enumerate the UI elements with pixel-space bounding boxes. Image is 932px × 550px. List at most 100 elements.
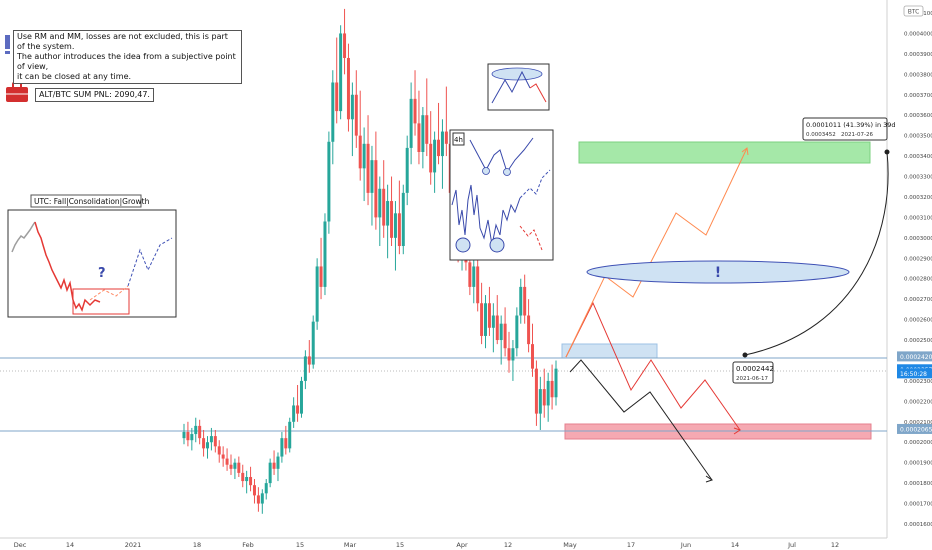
candle[interactable] xyxy=(307,340,311,373)
candle[interactable] xyxy=(484,295,488,349)
candle[interactable] xyxy=(319,237,323,300)
candle[interactable] xyxy=(346,43,350,132)
candle[interactable] xyxy=(546,372,550,422)
candle[interactable] xyxy=(386,184,390,259)
candle[interactable] xyxy=(397,180,401,255)
candle[interactable] xyxy=(503,307,507,357)
candle[interactable] xyxy=(311,315,315,369)
candle[interactable] xyxy=(213,429,217,453)
candle[interactable] xyxy=(292,397,296,428)
candle[interactable] xyxy=(190,427,194,451)
candle[interactable] xyxy=(480,282,484,345)
candle[interactable] xyxy=(409,82,413,165)
candle[interactable] xyxy=(413,70,417,136)
candle[interactable] xyxy=(264,479,268,500)
candlestick-series[interactable] xyxy=(182,8,558,514)
candle[interactable] xyxy=(280,432,284,463)
entry-zone[interactable] xyxy=(561,343,658,359)
candle[interactable] xyxy=(366,115,370,206)
candle[interactable] xyxy=(252,479,256,504)
candle[interactable] xyxy=(288,417,292,453)
pattern-inset-4h[interactable]: 4h xyxy=(449,129,554,261)
candle[interactable] xyxy=(550,364,554,410)
price-axis[interactable] xyxy=(887,0,932,550)
candle[interactable] xyxy=(186,421,190,447)
candle[interactable] xyxy=(358,90,362,181)
candle[interactable] xyxy=(515,307,519,357)
candle[interactable] xyxy=(429,111,433,185)
candle[interactable] xyxy=(209,427,213,451)
candle[interactable] xyxy=(229,454,233,475)
measure-start-dot[interactable] xyxy=(742,352,748,358)
candle[interactable] xyxy=(507,331,511,373)
target-zone[interactable] xyxy=(578,141,871,164)
candle[interactable] xyxy=(182,423,186,445)
candle[interactable] xyxy=(531,323,535,377)
candle[interactable] xyxy=(390,176,394,247)
utc-inset[interactable]: ? xyxy=(7,209,177,318)
candle[interactable] xyxy=(378,176,382,247)
candle[interactable] xyxy=(354,70,358,148)
candle[interactable] xyxy=(542,368,546,418)
candle[interactable] xyxy=(440,119,444,189)
candle[interactable] xyxy=(511,340,515,381)
candle[interactable] xyxy=(405,135,409,206)
candle[interactable] xyxy=(260,489,264,514)
candle[interactable] xyxy=(323,213,327,296)
candle[interactable] xyxy=(425,78,429,157)
deep-bearish-scenario-path[interactable] xyxy=(569,359,713,481)
candle[interactable] xyxy=(382,160,386,238)
candle[interactable] xyxy=(472,258,476,304)
candle[interactable] xyxy=(205,436,209,459)
candle[interactable] xyxy=(401,184,405,255)
key-ellipse[interactable] xyxy=(586,260,850,284)
candle[interactable] xyxy=(249,466,253,492)
candle[interactable] xyxy=(241,464,245,488)
candle[interactable] xyxy=(538,376,542,430)
candle[interactable] xyxy=(374,131,378,230)
symbol-badge[interactable]: BTC xyxy=(903,5,924,17)
candle[interactable] xyxy=(499,315,503,365)
top-pattern-inset[interactable] xyxy=(487,63,550,111)
candle[interactable] xyxy=(237,456,241,477)
candle[interactable] xyxy=(296,385,300,422)
candle[interactable] xyxy=(256,487,260,512)
candle[interactable] xyxy=(339,25,343,120)
measure-start-label[interactable]: 0.0002442 2021-06-17 xyxy=(732,361,774,384)
candle[interactable] xyxy=(276,452,280,482)
candle[interactable] xyxy=(315,258,319,330)
candle[interactable] xyxy=(233,458,237,480)
bearish-scenario-path[interactable] xyxy=(565,301,741,431)
candle[interactable] xyxy=(421,107,425,169)
candle[interactable] xyxy=(350,82,354,157)
candle[interactable] xyxy=(554,360,558,406)
candle[interactable] xyxy=(433,131,437,193)
candle[interactable] xyxy=(331,70,335,165)
candle[interactable] xyxy=(194,417,198,443)
candle[interactable] xyxy=(202,429,206,457)
candle[interactable] xyxy=(487,286,491,336)
candle[interactable] xyxy=(299,376,303,418)
candle[interactable] xyxy=(370,145,374,226)
candle[interactable] xyxy=(225,448,229,471)
pnl-note[interactable]: ALT/BTC SUM PNL: 2090,47. xyxy=(35,88,154,102)
candle[interactable] xyxy=(362,127,366,202)
candle[interactable] xyxy=(268,458,272,488)
candle[interactable] xyxy=(417,90,421,165)
candle[interactable] xyxy=(221,446,225,467)
candle[interactable] xyxy=(335,37,339,124)
candle[interactable] xyxy=(534,360,538,426)
measure-result-label[interactable]: 0.0001011 (41.39%) in 39d 0.0003452 2021… xyxy=(802,117,896,141)
candle[interactable] xyxy=(245,470,249,494)
measure-arc[interactable] xyxy=(744,151,889,356)
candle[interactable] xyxy=(523,274,527,324)
candle[interactable] xyxy=(393,201,397,271)
candle[interactable] xyxy=(495,295,499,345)
candle[interactable] xyxy=(491,303,495,353)
candle[interactable] xyxy=(272,450,276,475)
candle[interactable] xyxy=(217,440,221,463)
candle[interactable] xyxy=(284,425,288,455)
candle[interactable] xyxy=(444,86,448,157)
disclaimer-note[interactable]: Use RM and MM, losses are not excluded, … xyxy=(13,30,242,84)
